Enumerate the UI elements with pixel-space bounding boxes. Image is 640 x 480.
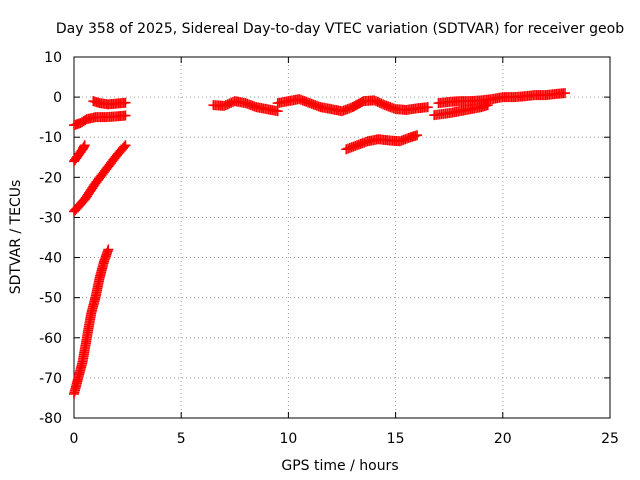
y-axis: 10 0 -10 -20 -30 -40 -50 -60 -70 -80 (39, 50, 610, 427)
y-tick-label: -40 (39, 251, 62, 267)
x-tick-label: 25 (601, 431, 619, 447)
y-tick-label: -80 (39, 411, 62, 427)
series-track-g (272, 94, 433, 117)
chart-title: Day 358 of 2025, Sidereal Day-to-day VTE… (56, 21, 624, 37)
x-axis: 0 5 10 15 20 25 (70, 57, 619, 447)
x-tick-label: 15 (387, 431, 405, 447)
y-tick-label: -50 (39, 291, 62, 307)
series-track-e (69, 244, 114, 399)
data-series (69, 88, 570, 399)
y-axis-label: SDTVAR / TECUs (8, 180, 24, 295)
plot-frame (73, 56, 611, 419)
data-point (559, 88, 570, 99)
series-track-h (341, 130, 423, 155)
grid (74, 57, 610, 418)
x-tick-label: 10 (279, 431, 297, 447)
y-tick-label: 0 (53, 90, 62, 106)
x-tick-label: 20 (494, 431, 512, 447)
y-tick-label: -20 (39, 170, 62, 186)
y-tick-label: -30 (39, 210, 62, 226)
y-tick-label: -10 (39, 130, 62, 146)
data-point (79, 140, 90, 151)
data-point (412, 130, 423, 141)
y-tick-label: 10 (44, 50, 62, 66)
data-point (120, 140, 131, 151)
series-track-j (433, 88, 570, 109)
data-point (422, 102, 433, 113)
series-track-c (69, 140, 90, 167)
data-point (120, 97, 131, 108)
x-axis-label: GPS time / hours (281, 458, 398, 474)
x-tick-label: 0 (70, 431, 79, 447)
series-track-b (88, 96, 131, 110)
data-point (103, 244, 114, 255)
y-tick-label: -60 (39, 331, 62, 347)
data-point (120, 110, 131, 121)
x-tick-label: 5 (177, 431, 186, 447)
data-point (119, 141, 130, 152)
series-track-f (208, 96, 283, 117)
series-track-a (69, 110, 131, 131)
y-tick-label: -70 (39, 371, 62, 387)
series-track-d (69, 140, 131, 217)
